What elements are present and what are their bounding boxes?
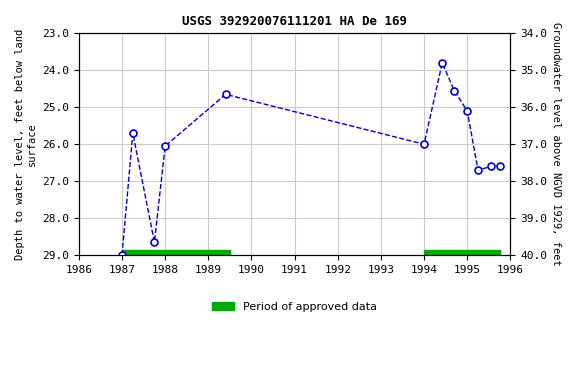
Y-axis label: Depth to water level, feet below land
surface: Depth to water level, feet below land su… xyxy=(15,28,37,260)
Legend: Period of approved data: Period of approved data xyxy=(207,297,382,316)
Title: USGS 392920076111201 HA De 169: USGS 392920076111201 HA De 169 xyxy=(182,15,407,28)
Y-axis label: Groundwater level above NGVD 1929, feet: Groundwater level above NGVD 1929, feet xyxy=(551,22,561,266)
